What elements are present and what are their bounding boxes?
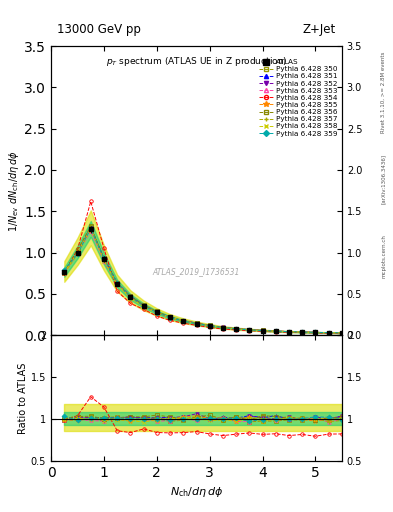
Legend: ATLAS, Pythia 6.428 350, Pythia 6.428 351, Pythia 6.428 352, Pythia 6.428 353, P: ATLAS, Pythia 6.428 350, Pythia 6.428 35…: [258, 58, 338, 137]
Text: [arXiv:1306.3436]: [arXiv:1306.3436]: [381, 154, 386, 204]
Text: mcplots.cern.ch: mcplots.cern.ch: [381, 234, 386, 278]
Text: 13000 GeV pp: 13000 GeV pp: [57, 23, 141, 36]
Text: $p_T$ spectrum (ATLAS UE in Z production): $p_T$ spectrum (ATLAS UE in Z production…: [106, 55, 287, 68]
Y-axis label: Ratio to ATLAS: Ratio to ATLAS: [18, 362, 28, 434]
X-axis label: $N_\mathrm{ch}/d\eta\,d\phi$: $N_\mathrm{ch}/d\eta\,d\phi$: [170, 485, 223, 499]
Y-axis label: $1/N_\mathrm{ev}$ $dN_\mathrm{ch}/d\eta\,d\phi$: $1/N_\mathrm{ev}$ $dN_\mathrm{ch}/d\eta\…: [7, 150, 22, 231]
Text: ATLAS_2019_I1736531: ATLAS_2019_I1736531: [153, 267, 240, 276]
Text: Rivet 3.1.10, >= 2.8M events: Rivet 3.1.10, >= 2.8M events: [381, 52, 386, 133]
Text: Z+Jet: Z+Jet: [303, 23, 336, 36]
